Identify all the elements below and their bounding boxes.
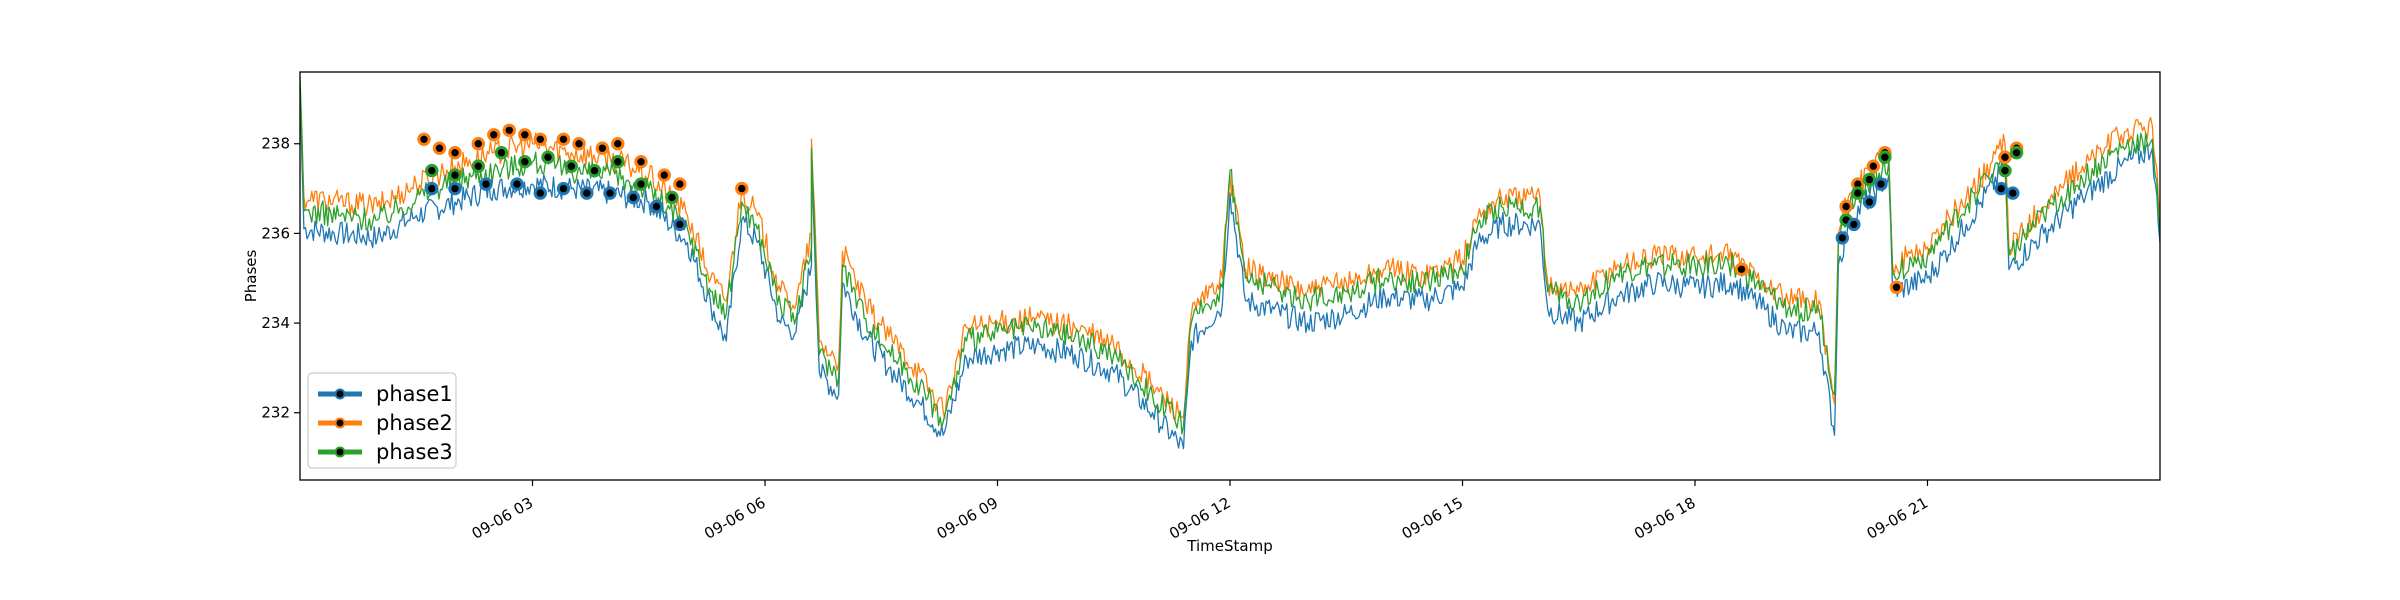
marker-phase3 (1998, 163, 2012, 178)
plot-background (300, 72, 2160, 480)
marker-phase2 (634, 155, 648, 169)
marker-phase2 (448, 146, 462, 160)
legend-marker-phase2 (334, 417, 346, 429)
marker-phase2 (518, 128, 532, 142)
marker-phase2 (432, 141, 447, 155)
marker-phase3 (634, 177, 648, 191)
legend: phase1 phase2 phase3 (307, 372, 457, 469)
marker-phase3 (564, 159, 578, 173)
x-tick-label: 09-06 21 (1864, 494, 1931, 543)
marker-phase1 (580, 186, 594, 200)
marker-phase3 (1862, 172, 1877, 187)
marker-phase3 (471, 159, 485, 173)
y-tick-label: 234 (261, 314, 290, 332)
marker-phase3 (611, 155, 625, 169)
marker-phase2 (611, 137, 625, 151)
marker-phase2 (657, 168, 671, 182)
marker-phase2 (1734, 262, 1749, 276)
marker-phase2 (1866, 159, 1881, 173)
x-tick-label: 09-06 03 (469, 494, 536, 543)
y-axis: 232 234 236 238 (261, 135, 300, 422)
x-tick-label: 09-06 06 (701, 494, 768, 543)
legend-frame (307, 372, 457, 469)
legend-label-phase3: phase3 (376, 440, 453, 464)
marker-phase2 (572, 137, 586, 151)
marker-phase1 (673, 217, 687, 232)
marker-phase1 (1874, 177, 1888, 191)
x-tick-label: 09-06 15 (1399, 494, 1466, 543)
legend-marker-phase3 (334, 446, 346, 458)
marker-phase1 (649, 199, 664, 214)
marker-phase1 (603, 186, 617, 200)
marker-phase1 (2006, 186, 2020, 200)
marker-layer (417, 123, 2024, 294)
marker-phase2 (502, 123, 516, 138)
marker-phase1 (479, 177, 493, 191)
x-tick-label: 09-06 18 (1631, 494, 1698, 543)
marker-phase3 (518, 155, 532, 169)
marker-phase1 (556, 181, 571, 196)
marker-phase3 (2009, 146, 2024, 160)
y-tick-label: 238 (261, 135, 290, 153)
legend-label-phase1: phase1 (376, 382, 453, 406)
marker-phase2 (595, 141, 609, 155)
marker-phase2 (1839, 199, 1853, 214)
marker-phase2 (735, 181, 749, 196)
marker-phase1 (626, 190, 640, 205)
marker-phase3 (587, 163, 602, 178)
x-tick-label: 09-06 09 (934, 494, 1001, 543)
marker-phase1 (1862, 195, 1877, 209)
marker-phase2 (487, 128, 501, 142)
marker-phase1 (1835, 231, 1850, 245)
marker-phase3 (448, 168, 462, 182)
marker-phase1 (448, 181, 462, 196)
marker-phase3 (1878, 150, 1892, 164)
marker-phase3 (494, 146, 509, 160)
marker-phase2 (471, 137, 485, 151)
legend-marker-phase1 (334, 388, 346, 400)
marker-phase3 (665, 190, 679, 205)
x-axis-label: TimeStamp (1186, 537, 1272, 555)
marker-phase1 (1847, 217, 1861, 232)
marker-phase2 (533, 132, 547, 147)
legend-label-phase2: phase2 (376, 411, 453, 435)
marker-phase2 (1998, 150, 2012, 164)
marker-phase3 (541, 150, 555, 164)
marker-phase3 (1851, 186, 1865, 200)
y-axis-label: Phases (242, 250, 260, 303)
marker-phase2 (556, 132, 571, 147)
y-tick-label: 236 (261, 224, 290, 242)
marker-phase1 (1994, 181, 2008, 196)
marker-phase1 (510, 177, 524, 191)
marker-phase1 (533, 186, 547, 200)
x-tick-label: 09-06 12 (1166, 494, 1233, 543)
x-axis: 09-06 03 09-06 06 09-06 09 09-06 12 09-06 15… (469, 480, 1931, 543)
y-tick-label: 232 (261, 404, 290, 422)
marker-phase1 (425, 181, 439, 196)
marker-phase2 (417, 132, 431, 147)
marker-phase2 (673, 177, 687, 191)
marker-phase3 (425, 163, 439, 178)
marker-phase2 (1889, 280, 1904, 294)
